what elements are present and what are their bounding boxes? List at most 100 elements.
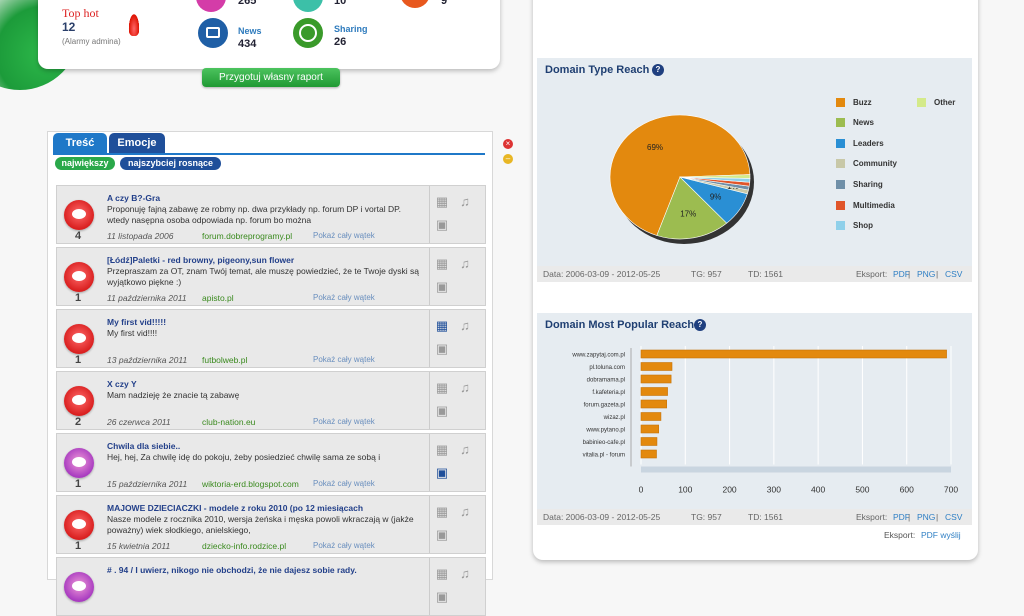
- show-thread-link[interactable]: Pokaż cały wątek: [313, 355, 375, 364]
- list-item[interactable]: 1 My first vid!!!!! My first vid!!!! 13 paź…: [56, 309, 486, 368]
- post-source-link[interactable]: wiktoria-erd.blogspot.com: [202, 479, 299, 489]
- pie-slice-other[interactable]: [679, 174, 751, 179]
- bar[interactable]: [640, 374, 672, 384]
- tab-emotions[interactable]: Emocje: [109, 133, 165, 153]
- post-title[interactable]: X czy Y: [107, 379, 137, 389]
- prepare-report-button[interactable]: Przygotuj własny raport: [202, 68, 340, 87]
- domain-type-reach-panel: [537, 58, 972, 282]
- pie-export-pdf-link[interactable]: PDF: [893, 269, 910, 279]
- legend-label: Other: [934, 98, 956, 107]
- list-item[interactable]: 1 MAJOWE DZIECIACZKI - modele z roku 2010…: [56, 495, 486, 554]
- bar-export-pdf-link[interactable]: PDF: [893, 512, 910, 522]
- video-icon[interactable]: ▦: [435, 194, 449, 209]
- image-icon[interactable]: ▣: [435, 403, 449, 418]
- pie-footer: Data: 2006-03-09 - 2012-05-25 TG: 957 TD…: [537, 266, 972, 282]
- video-icon[interactable]: ▦: [435, 566, 449, 581]
- list-item[interactable]: # . 94 / I uwierz, nikogo nie obchodzi, …: [56, 557, 486, 616]
- list-item[interactable]: 2 X czy Y Mam nadzieję że znacie tą zabawę…: [56, 371, 486, 430]
- filter-fastest-growing[interactable]: najszybciej rosnące: [120, 157, 221, 170]
- music-icon[interactable]: ♫: [460, 566, 470, 581]
- post-excerpt: Nasze modele z rocznika 2010, wersja żeń…: [107, 514, 414, 535]
- video-icon[interactable]: ▦: [435, 318, 449, 333]
- post-excerpt: Mam nadzieję że znacie tą zabawę: [107, 390, 240, 400]
- bar[interactable]: [640, 424, 660, 434]
- pie-slice-news[interactable]: [656, 176, 728, 240]
- help-icon[interactable]: ?: [694, 319, 706, 331]
- bar[interactable]: [640, 412, 662, 421]
- bar-category-label: f.kafeteria.pl: [592, 390, 625, 396]
- show-thread-link[interactable]: Pokaż cały wątek: [313, 293, 375, 302]
- domain-type-reach-title: Domain Type Reach: [545, 64, 650, 76]
- image-icon[interactable]: ▣: [435, 279, 449, 294]
- music-icon[interactable]: ♫: [460, 194, 470, 209]
- legend-label: Shop: [853, 221, 873, 230]
- show-thread-link[interactable]: Pokaż cały wątek: [313, 231, 375, 240]
- image-icon[interactable]: ▣: [435, 589, 449, 604]
- post-emotion-icon: [64, 448, 94, 478]
- post-title[interactable]: My first vid!!!!!: [107, 317, 167, 327]
- x-tick-label: 500: [855, 485, 869, 495]
- bar-export-csv-link[interactable]: CSV: [945, 512, 963, 522]
- bar[interactable]: [640, 399, 667, 409]
- close-icon[interactable]: ×: [503, 139, 513, 149]
- post-source-link[interactable]: club-nation.eu: [202, 417, 256, 427]
- video-icon[interactable]: ▦: [435, 442, 449, 457]
- image-icon[interactable]: ▣: [435, 465, 449, 480]
- post-excerpt: Hej, hej, Za chwilę idę do pokoju, żeby …: [107, 452, 381, 462]
- post-source-link[interactable]: dziecko-info.rodzice.pl: [202, 541, 287, 551]
- bar-export-png-link[interactable]: PNG: [917, 512, 936, 522]
- help-icon[interactable]: ?: [652, 64, 664, 76]
- pie-slice-buzz[interactable]: [609, 114, 751, 236]
- tab-content[interactable]: Treść: [53, 133, 107, 153]
- video-icon[interactable]: ▦: [435, 380, 449, 395]
- show-thread-link[interactable]: Pokaż cały wątek: [313, 417, 375, 426]
- music-icon[interactable]: ♫: [460, 504, 470, 519]
- music-icon[interactable]: ♫: [460, 380, 470, 395]
- image-icon[interactable]: ▣: [435, 217, 449, 232]
- bar[interactable]: [640, 387, 668, 396]
- list-item[interactable]: 1 Chwila dla siebie.. Hej, hej, Za chwilę …: [56, 433, 486, 492]
- show-thread-link[interactable]: Pokaż cały wątek: [313, 541, 375, 550]
- pie-export-png-link[interactable]: PNG: [917, 269, 936, 279]
- bar[interactable]: [640, 349, 947, 359]
- post-source-link[interactable]: forum.dobreprogramy.pl: [202, 231, 293, 241]
- x-tick-label: 200: [722, 485, 736, 495]
- image-icon[interactable]: ▣: [435, 527, 449, 542]
- post-excerpt: Przepraszam za OT, znam Twój temat, ale …: [107, 266, 419, 287]
- minimize-icon[interactable]: –: [503, 154, 513, 164]
- top-hot-title[interactable]: Top hot: [62, 6, 99, 20]
- post-title[interactable]: Chwila dla siebie..: [107, 441, 181, 451]
- list-item[interactable]: 4 A czy B?-Gra Proponuję fajną zabawę ze r…: [56, 185, 486, 244]
- pie-export-csv-link[interactable]: CSV: [945, 269, 963, 279]
- legend-swatch: [836, 159, 845, 168]
- post-emotion-icon: [64, 572, 94, 602]
- export-send-link[interactable]: PDF wyślij: [921, 530, 961, 540]
- list-item[interactable]: 1 [Łódź]Paletki - red browny, pigeony,sun…: [56, 247, 486, 306]
- filter-largest[interactable]: największy: [55, 157, 115, 170]
- post-emotion-icon: [64, 262, 94, 292]
- video-icon[interactable]: ▦: [435, 504, 449, 519]
- post-title[interactable]: [Łódź]Paletki - red browny, pigeony,sun …: [107, 255, 295, 265]
- bar[interactable]: [640, 449, 657, 459]
- bar[interactable]: [640, 362, 673, 371]
- legend-label: Sharing: [853, 180, 883, 189]
- post-source-link[interactable]: futbolweb.pl: [202, 355, 248, 365]
- bar[interactable]: [640, 437, 658, 446]
- video-icon[interactable]: ▦: [435, 256, 449, 271]
- legend-label: Leaders: [853, 139, 884, 148]
- post-source-link[interactable]: apisto.pl: [202, 293, 234, 303]
- pie-footer-date: Data: 2006-03-09 - 2012-05-25: [543, 269, 661, 279]
- post-title[interactable]: # . 94 / I uwierz, nikogo nie obchodzi, …: [107, 565, 357, 575]
- post-count: 1: [75, 540, 82, 552]
- image-icon[interactable]: ▣: [435, 341, 449, 356]
- music-icon[interactable]: ♫: [460, 256, 470, 271]
- post-title[interactable]: MAJOWE DZIECIACZKI - modele z roku 2010 …: [107, 503, 364, 513]
- legend-swatch: [836, 139, 845, 148]
- show-thread-link[interactable]: Pokaż cały wątek: [313, 479, 375, 488]
- stat-news-label: News: [238, 26, 262, 36]
- post-date: 11 października 2011: [107, 293, 187, 303]
- music-icon[interactable]: ♫: [460, 318, 470, 333]
- post-title[interactable]: A czy B?-Gra: [107, 193, 161, 203]
- music-icon[interactable]: ♫: [460, 442, 470, 457]
- post-date: 15 października 2011: [107, 479, 188, 489]
